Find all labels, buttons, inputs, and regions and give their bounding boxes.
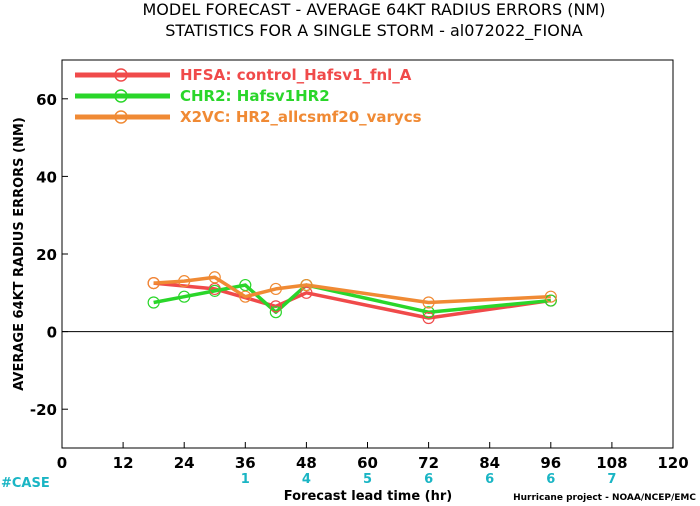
series-point-1	[178, 290, 191, 303]
case-count: 6	[424, 472, 433, 487]
series-point-2	[300, 278, 313, 292]
series-point-2	[147, 277, 160, 290]
series-point-2	[544, 290, 557, 303]
series-point-1	[147, 296, 160, 309]
y-tick-label: 40	[36, 168, 57, 186]
x-tick-label: 0	[57, 454, 67, 472]
series-point-2	[178, 275, 191, 288]
case-count: 4	[302, 472, 311, 487]
x-axis-label: Forecast lead time (hr)	[284, 489, 452, 504]
legend-marker-0	[114, 68, 128, 82]
y-tick-label: -20	[30, 401, 57, 419]
x-tick-label: 48	[296, 454, 317, 472]
case-row-label: #CASE	[1, 476, 50, 491]
case-count: 6	[485, 472, 494, 487]
legend-marker-1	[114, 89, 128, 103]
x-tick-label: 36	[235, 454, 256, 472]
series-point-1	[269, 306, 282, 319]
x-tick-label: 72	[418, 454, 439, 472]
x-tick-label: 108	[596, 454, 627, 472]
x-tick-label: 120	[657, 454, 688, 472]
series-point-1	[208, 284, 221, 297]
series-point-0	[422, 311, 435, 325]
series-point-0	[269, 300, 282, 313]
series-point-2	[239, 290, 252, 303]
series-point-2	[422, 296, 435, 309]
x-tick-label: 12	[113, 454, 134, 472]
case-count: 1	[241, 472, 250, 487]
y-axis-label: AVERAGE 64KT RADIUS ERRORS (NM)	[12, 117, 27, 391]
case-count: 6	[546, 472, 555, 487]
series-point-0	[300, 286, 313, 299]
legend-label-1: CHR2: Hafsv1HR2	[180, 87, 330, 105]
x-tick-label: 84	[479, 454, 500, 472]
y-tick-label: 0	[47, 324, 57, 342]
legend-marker-2	[114, 110, 128, 124]
x-tick-label: 24	[174, 454, 195, 472]
chart-title: MODEL FORECAST - AVERAGE 64KT RADIUS ERR…	[143, 0, 606, 19]
x-tick-label: 60	[357, 454, 378, 472]
series-point-2	[208, 271, 221, 284]
credit-text: Hurricane project - NOAA/NCEP/EMC	[513, 493, 696, 503]
series-point-1	[544, 294, 557, 307]
y-tick-label: 60	[36, 91, 57, 109]
legend-label-0: HFSA: control_Hafsv1_fnl_A	[180, 66, 412, 84]
series-point-1	[422, 306, 435, 319]
series-point-2	[269, 282, 282, 296]
x-tick-label: 96	[540, 454, 561, 472]
series-point-1	[239, 278, 252, 292]
case-count: 5	[363, 472, 372, 487]
y-tick-label: 20	[36, 246, 57, 264]
case-count: 7	[607, 472, 616, 487]
legend-label-2: X2VC: HR2_allcsmf20_varycs	[180, 108, 422, 126]
chart-subtitle: STATISTICS FOR A SINGLE STORM - al072022…	[165, 21, 583, 41]
